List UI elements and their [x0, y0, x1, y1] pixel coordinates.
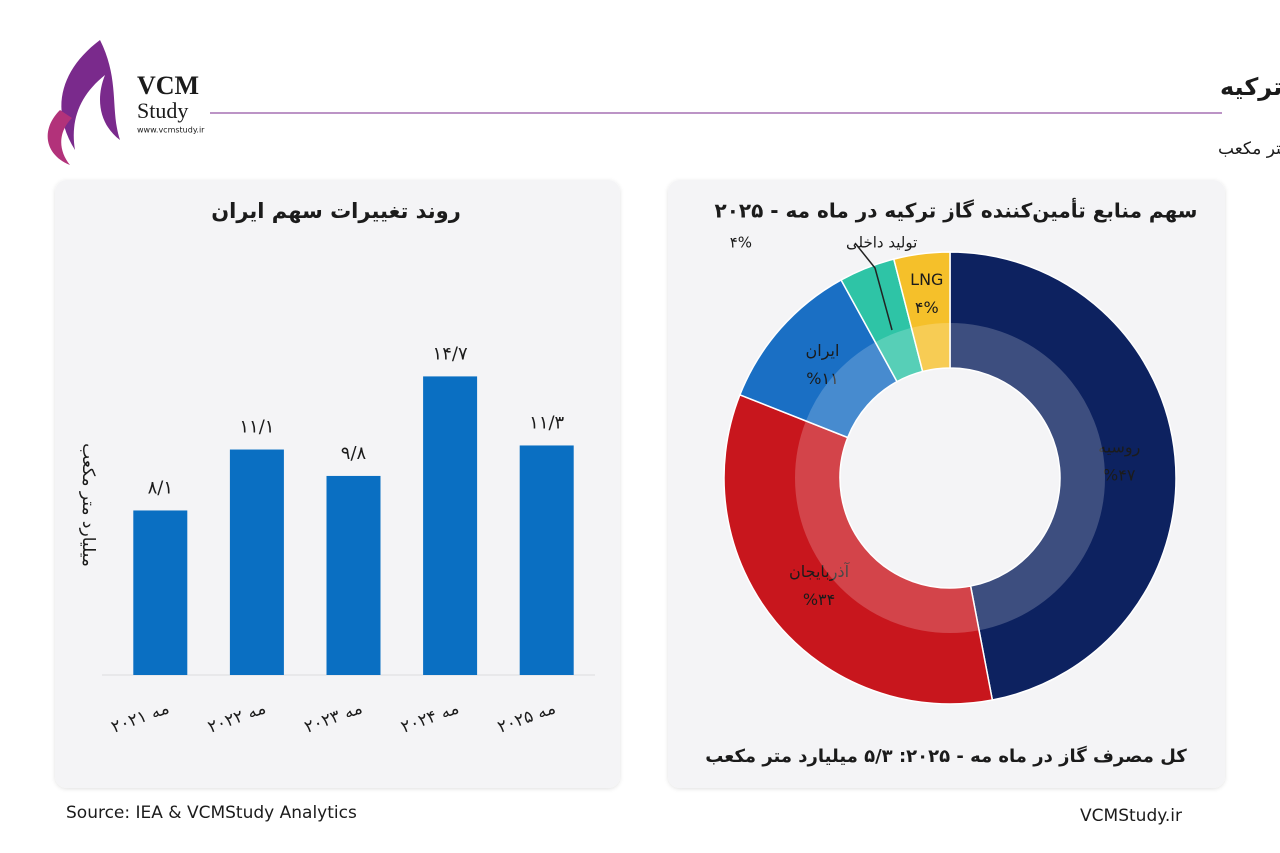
- pie-slice: [949, 251, 1177, 701]
- bar: [326, 475, 381, 675]
- slice-label: ایران: [806, 341, 840, 361]
- bar: [229, 449, 284, 675]
- logo-text: VCM: [137, 71, 199, 100]
- slice-value: ۴%: [915, 298, 939, 317]
- pie-slice: [892, 251, 951, 373]
- bar: [133, 510, 188, 675]
- value-label: ۱۱/۱: [239, 417, 274, 438]
- logo: VCM Study www.vcmstudy.ir: [47, 40, 205, 165]
- value-label: ۹/۸: [341, 443, 367, 464]
- bar: [519, 445, 574, 675]
- slice-value: ۴%: [730, 234, 752, 252]
- y-axis-label: میلیارد متر مکعب: [78, 443, 98, 567]
- logo-flame: [61, 40, 120, 150]
- chart-title: سهم منابع تأمین‌کننده گاز ترکیه در ماه م…: [715, 197, 1198, 223]
- source: Source: IEA & VCMStudy Analytics: [66, 803, 357, 823]
- leader-line: [854, 242, 893, 331]
- chart-title: روند تغییرات سهم ایران: [211, 199, 461, 223]
- logo-url: www.vcmstudy.ir: [137, 126, 205, 135]
- slice-label: روسیه: [1098, 438, 1140, 458]
- value-label: ۸/۱: [148, 477, 173, 498]
- inner-band: [795, 323, 1105, 633]
- pie-note: کل مصرف گاز در ماه مه - ۲۰۲۵: ۵/۳ میلیار…: [705, 745, 1187, 767]
- pie-slice: [723, 393, 994, 705]
- site: VCMStudy.ir: [1080, 806, 1182, 826]
- logo-text: Study: [137, 98, 188, 123]
- value-label: ۱۴/۷: [433, 343, 468, 364]
- bar: [423, 376, 478, 675]
- page-title: نگاهی آماری به گاز مصرفی ترکیه: [1220, 72, 1280, 101]
- slice-label: LNG: [910, 270, 943, 289]
- unit-label: واحد: میلیارد متر مکعب: [1218, 139, 1280, 159]
- slice-value: %۱۱: [806, 369, 838, 388]
- value-label: ۱۱/۳: [529, 412, 564, 433]
- logo-flame: [47, 110, 72, 165]
- slice-value: %۳۴: [803, 590, 835, 609]
- slice-value: %۴۷: [1103, 466, 1136, 485]
- slice-label: آذربایجان: [789, 562, 851, 582]
- slice-label: تولید داخلی: [846, 234, 917, 252]
